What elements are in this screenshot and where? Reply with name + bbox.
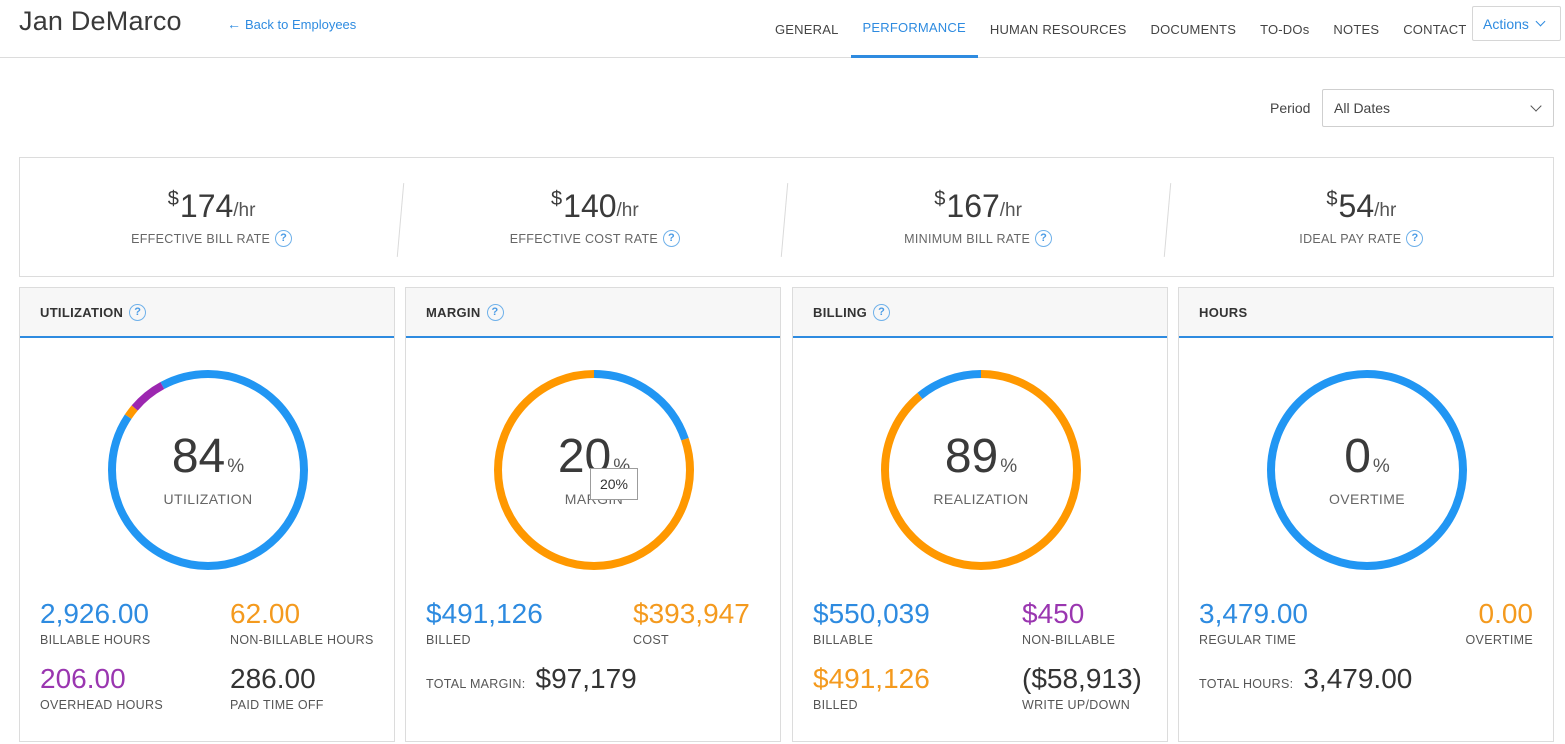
period-select[interactable]: All Dates	[1322, 89, 1554, 127]
card-title: MARGIN	[426, 304, 481, 320]
utilization-card: UTILIZATION ? 84% UTILIZATION 2,926.00 B…	[19, 287, 395, 742]
rate-minimum-bill: $167/hr MINIMUM BILL RATE ?	[780, 158, 1170, 276]
period-label: Period	[1270, 100, 1311, 116]
card-title: UTILIZATION	[40, 304, 124, 320]
employee-name: Jan DeMarco	[19, 6, 182, 36]
tab-general[interactable]: GENERAL	[775, 21, 839, 37]
help-icon[interactable]: ?	[129, 303, 147, 321]
billing-card: BILLING ? 89% REALIZATION $550,039 BILLA…	[792, 287, 1168, 742]
gauge-tooltip: 20%	[590, 468, 638, 500]
margin-card: MARGIN ? 20% MARGIN 20% $491,126 BILLED …	[405, 287, 781, 742]
page-header: Jan DeMarco ← Back to Employees GENERAL …	[0, 0, 1565, 58]
regular-time-stat: 3,479.00 REGULAR TIME	[1199, 598, 1308, 647]
card-header: HOURS	[1179, 288, 1553, 338]
cost-stat: $393,947 COST	[633, 598, 750, 647]
gauge-segment-paid-time-off	[108, 370, 308, 570]
hours-card: HOURS 0% OVERTIME 3,479.00 REGULAR TIME …	[1178, 287, 1554, 742]
overhead-hours-stat: 206.00 OVERHEAD HOURS	[40, 663, 163, 712]
tab-contact[interactable]: CONTACT	[1403, 21, 1467, 37]
rate-value: $174/hr	[167, 188, 256, 224]
gauge-ring	[108, 370, 308, 570]
gauge-segment-write-down	[881, 370, 1081, 570]
rate-label: EFFECTIVE COST RATE	[509, 231, 659, 246]
rate-effective-cost: $140/hr EFFECTIVE COST RATE ?	[397, 158, 786, 276]
rate-ideal-pay: $54/hr IDEAL PAY RATE ?	[1163, 158, 1553, 276]
write-up-down-stat: ($58,913) WRITE UP/DOWN	[1022, 663, 1142, 712]
card-title: HOURS	[1199, 304, 1248, 320]
actions-label: Actions	[1483, 15, 1529, 32]
hours-gauge: 0% OVERTIME	[1265, 368, 1469, 572]
non-billable-hours-stat: 62.00 NON-BILLABLE HOURS	[230, 598, 374, 647]
tab-bar: GENERAL PERFORMANCE HUMAN RESOURCES DOCU…	[763, 0, 1478, 58]
non-billable-stat: $450 NON-BILLABLE	[1022, 598, 1116, 647]
help-icon[interactable]: ?	[486, 303, 504, 321]
billable-stat: $550,039 BILLABLE	[813, 598, 930, 647]
card-title: BILLING	[813, 304, 868, 320]
tab-human-resources[interactable]: HUMAN RESOURCES	[989, 21, 1127, 37]
paid-time-off-stat: 286.00 PAID TIME OFF	[230, 663, 324, 712]
back-to-employees-link[interactable]: ← Back to Employees	[227, 16, 356, 32]
gauge-label: REALIZATION	[933, 491, 1029, 507]
actions-button[interactable]: Actions	[1472, 6, 1561, 41]
help-icon[interactable]: ?	[1406, 230, 1424, 247]
arrow-left-icon: ←	[227, 16, 241, 32]
gauge-value: 0	[1344, 430, 1371, 483]
billed-stat: $491,126 BILLED	[813, 663, 930, 712]
help-icon[interactable]: ?	[873, 303, 891, 321]
rate-label: IDEAL PAY RATE	[1299, 231, 1402, 246]
gauge-ring	[1267, 370, 1467, 570]
tab-todos[interactable]: TO-DOs	[1260, 21, 1310, 37]
overtime-stat: 0.00 OVERTIME	[1465, 598, 1533, 647]
rate-value: $167/hr	[934, 188, 1022, 224]
gauge-segment-regular	[1267, 370, 1467, 570]
help-icon[interactable]: ?	[275, 230, 293, 247]
rate-label: EFFECTIVE BILL RATE	[131, 231, 271, 246]
billable-hours-stat: 2,926.00 BILLABLE HOURS	[40, 598, 151, 647]
chevron-down-icon	[1530, 100, 1542, 112]
utilization-gauge: 84% UTILIZATION	[106, 368, 310, 572]
billed-stat: $491,126 BILLED	[426, 598, 543, 647]
tab-documents[interactable]: DOCUMENTS	[1150, 21, 1237, 37]
gauge-segment-cost	[494, 370, 694, 570]
card-header: UTILIZATION ?	[20, 288, 394, 338]
chevron-down-icon	[1535, 16, 1546, 27]
card-header: MARGIN ?	[406, 288, 780, 338]
help-icon[interactable]: ?	[663, 230, 681, 247]
rate-value: $54/hr	[1326, 188, 1397, 224]
total-hours: TOTAL HOURS: 3,479.00	[1199, 663, 1413, 694]
billing-gauge: 89% REALIZATION	[879, 368, 1083, 572]
tab-notes[interactable]: NOTES	[1333, 21, 1380, 37]
gauge-ring	[881, 370, 1081, 570]
gauge-value: 84	[171, 430, 226, 483]
rate-label: MINIMUM BILL RATE	[904, 231, 1031, 246]
total-margin: TOTAL MARGIN: $97,179	[426, 663, 637, 694]
gauge-value: 89	[944, 430, 999, 483]
gauge-label: UTILIZATION	[163, 491, 253, 507]
gauge-ring	[494, 370, 694, 570]
tab-performance[interactable]: PERFORMANCE	[850, 0, 978, 58]
rate-effective-bill: $174/hr EFFECTIVE BILL RATE ?	[20, 158, 403, 276]
help-icon[interactable]: ?	[1035, 230, 1053, 247]
card-header: BILLING ?	[793, 288, 1167, 338]
back-link-label: Back to Employees	[245, 16, 357, 32]
rates-panel: $174/hr EFFECTIVE BILL RATE ? $140/hr EF…	[19, 157, 1554, 277]
rate-value: $140/hr	[551, 188, 639, 224]
gauge-label: OVERTIME	[1328, 491, 1406, 507]
period-selected-value: All Dates	[1334, 100, 1391, 116]
